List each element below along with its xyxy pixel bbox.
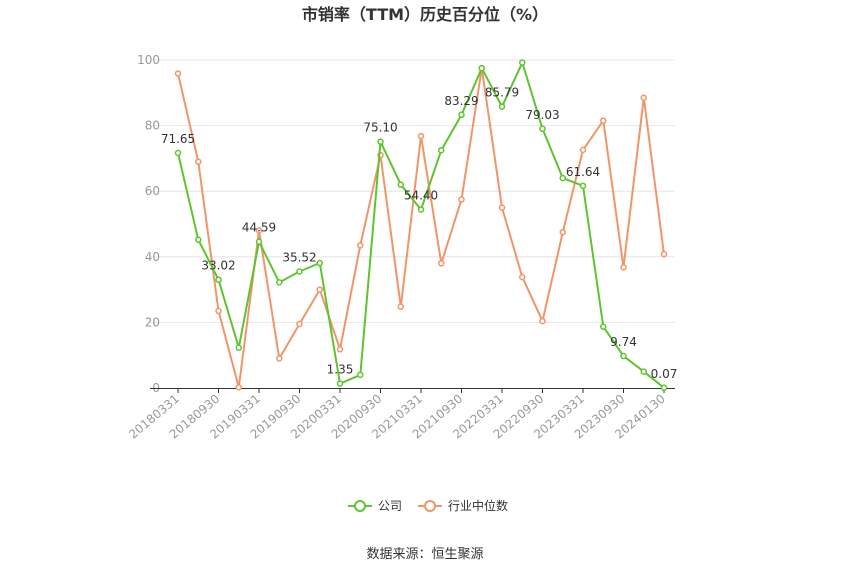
data-point — [296, 268, 303, 275]
data-point — [438, 260, 445, 267]
data-point — [377, 138, 384, 145]
legend-item-industry-median[interactable]: 行业中位数 — [418, 498, 508, 513]
legend-label: 公司 — [378, 499, 402, 513]
data-label: 35.52 — [282, 250, 316, 264]
x-axis: 2018033120180930201903312019093020200331… — [126, 388, 675, 442]
data-point — [397, 181, 404, 188]
chart-title: 市销率（TTM）历史百分位（%） — [302, 5, 548, 24]
data-point — [296, 320, 303, 328]
legend-swatch-marker — [424, 500, 436, 512]
y-tick-label: 100 — [137, 53, 160, 67]
legend-label: 行业中位数 — [448, 498, 508, 513]
data-label: 75.10 — [363, 121, 397, 135]
data-point — [478, 64, 485, 72]
data-point — [215, 307, 222, 315]
data-label: 0.07 — [651, 367, 678, 381]
data-point — [336, 380, 344, 387]
data-labels: 71.65 33.02 44.59 35.52 1.35 75.10 54.40 83.29 8… — [161, 86, 678, 381]
data-point — [276, 355, 283, 362]
data-point — [255, 227, 263, 234]
legend-swatch-marker — [354, 500, 366, 512]
data-point — [316, 259, 323, 267]
data-point — [458, 196, 465, 203]
data-label: 54.40 — [404, 189, 438, 203]
data-point — [417, 132, 425, 140]
data-point — [255, 238, 263, 245]
data-point — [316, 286, 323, 293]
data-point — [620, 352, 627, 360]
data-point — [438, 146, 445, 154]
data-point — [498, 204, 506, 211]
y-tick-label: 60 — [145, 184, 160, 198]
series-layer — [174, 59, 668, 392]
series-company — [174, 59, 668, 392]
data-point — [519, 59, 526, 66]
data-point — [336, 346, 344, 353]
data-point — [357, 371, 364, 379]
data-label: 33.02 — [201, 259, 235, 273]
y-tick-label: 20 — [145, 315, 160, 329]
data-point — [235, 344, 242, 351]
data-point — [357, 242, 364, 249]
data-point — [417, 206, 425, 213]
legend[interactable]: 公司 行业中位数 — [348, 498, 508, 513]
data-point — [620, 264, 627, 271]
data-label: 83.29 — [444, 94, 478, 108]
grid — [150, 59, 675, 323]
data-label: 85.79 — [485, 86, 519, 100]
data-point — [195, 236, 202, 243]
data-point — [498, 103, 506, 110]
data-label: 79.03 — [525, 108, 559, 122]
data-point — [640, 94, 647, 101]
data-point — [579, 182, 587, 190]
y-axis: 020406080100 — [137, 53, 160, 395]
data-point — [539, 317, 546, 325]
data-point — [660, 250, 668, 258]
y-tick-label: 80 — [145, 119, 160, 133]
data-label: 9.74 — [610, 335, 637, 349]
data-label: 1.35 — [327, 363, 354, 377]
data-point — [174, 70, 182, 77]
data-point — [600, 323, 607, 330]
data-point — [539, 125, 546, 133]
data-point — [397, 303, 404, 310]
source-note: 数据来源：恒生聚源 — [366, 547, 483, 562]
data-point — [559, 174, 566, 182]
data-label: 71.65 — [161, 132, 195, 146]
data-point — [660, 384, 668, 392]
series-industry-median — [174, 64, 668, 391]
data-point — [174, 149, 182, 157]
legend-item-company[interactable]: 公司 — [348, 499, 402, 513]
data-point — [519, 273, 526, 281]
data-point — [579, 146, 587, 154]
y-tick-label: 40 — [145, 250, 160, 264]
data-point — [600, 117, 607, 124]
data-point — [195, 158, 202, 165]
data-label: 44.59 — [242, 221, 276, 235]
data-point — [235, 384, 242, 391]
data-point — [276, 279, 283, 286]
data-point — [215, 276, 222, 283]
data-point — [559, 228, 566, 236]
data-label: 61.64 — [566, 165, 600, 179]
data-point — [458, 111, 465, 119]
data-point — [640, 368, 647, 375]
